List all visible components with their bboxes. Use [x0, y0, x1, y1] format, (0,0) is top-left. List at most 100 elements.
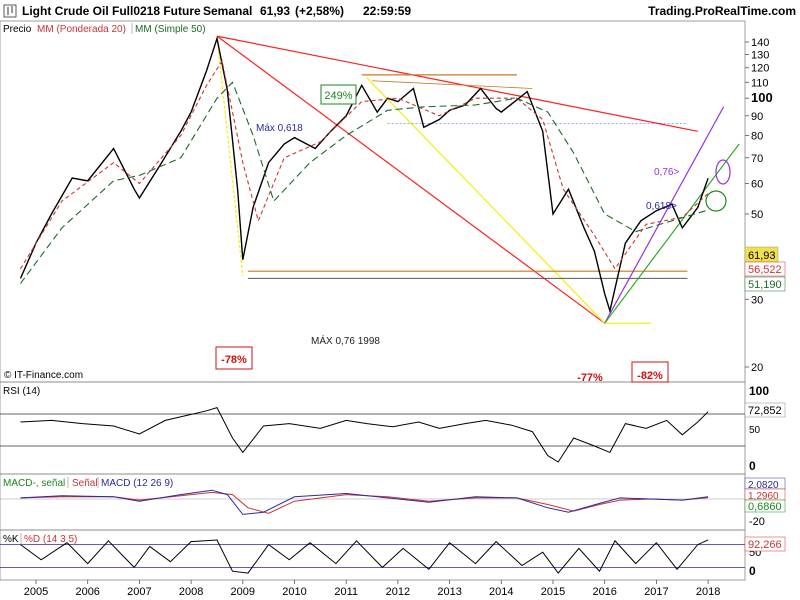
- series-ema20: [20, 59, 709, 270]
- price-tick-label: 120: [751, 63, 769, 75]
- time-axis: 2005 2006 2007 2008 2009 2010 2011 2012 2013 2014…: [24, 580, 720, 598]
- stoch-series: [0, 539, 745, 574]
- rsi-panel-frame: [0, 381, 746, 475]
- last-price: 61,93: [260, 4, 290, 18]
- macd-tick-m20: -20: [749, 516, 765, 528]
- price-tick-label: 110: [751, 77, 769, 89]
- price-tick-label: 20: [751, 362, 763, 374]
- price-series: [19, 35, 709, 314]
- price-tick-label: 30: [751, 294, 763, 306]
- trendline-red-upper: [216, 35, 698, 132]
- macd-series: [0, 489, 745, 515]
- macd-hist-badge: 0,6860: [748, 501, 782, 513]
- rsi-label[interactable]: RSI (14): [3, 386, 40, 397]
- label-max-0618: Máx 0,618: [256, 123, 303, 134]
- legend-sma[interactable]: MM (Simple 50): [135, 24, 206, 35]
- time-tick-label: 2008: [179, 586, 203, 598]
- price-tick-label: 140: [751, 37, 769, 49]
- time-tick-label: 2015: [541, 586, 565, 598]
- trendline-red-lower: [216, 35, 606, 324]
- macd-label-signal[interactable]: Señal: [72, 478, 98, 489]
- trend-green: [604, 143, 740, 324]
- rsi-tick-100: 100: [749, 384, 769, 398]
- price-badges: 61,93 56,522 51,190: [744, 246, 786, 292]
- circle-purple: [715, 159, 731, 185]
- series-sma50: [20, 81, 709, 284]
- price-change: (+2,58%): [295, 4, 344, 18]
- time-tick-label: 2005: [24, 586, 48, 598]
- price-tick-label: 130: [751, 49, 769, 61]
- stoch-label-k[interactable]: %K: [3, 534, 19, 545]
- time-tick-label: 2014: [489, 586, 513, 598]
- rsi-series: [0, 406, 745, 463]
- time-tick-label: 2009: [231, 586, 255, 598]
- label-249: 249%: [324, 90, 352, 102]
- time-tick-label: 2018: [696, 586, 720, 598]
- rsi-badge-bg: [744, 402, 786, 418]
- macd-label-hist[interactable]: MACD-, señal: [3, 478, 65, 489]
- series-price: [19, 35, 709, 314]
- main-legend: Precio MM (Ponderada 20) MM (Simple 50): [3, 23, 206, 35]
- rsi-panel: RSI (14) 100 50 0 72,852: [3, 384, 786, 473]
- rsi-tick-50: 50: [749, 425, 761, 436]
- circle-green: [705, 190, 727, 212]
- rsi-tick-0: 0: [749, 459, 756, 473]
- stoch-label-d[interactable]: %D (14 3 5): [24, 534, 77, 545]
- price-tick-label: 50: [751, 209, 763, 221]
- time-tick-label: 2017: [644, 586, 668, 598]
- time-tick-label: 2010: [282, 586, 306, 598]
- time-tick-label: 2013: [437, 586, 461, 598]
- series-stoch-k: [20, 539, 709, 574]
- candle-icon[interactable]: [3, 4, 17, 18]
- badge-ema-bg: [744, 261, 786, 277]
- label-m77: -77%: [577, 372, 603, 384]
- time-tick-label: 2007: [127, 586, 151, 598]
- stoch-panel-frame: [0, 529, 746, 581]
- macd-label-macd[interactable]: MACD (12 26 9): [101, 478, 173, 489]
- stoch-panel: %K %D (14 3 5) 50 0 92,266: [3, 533, 786, 578]
- stoch-badge: 92,266: [748, 539, 782, 551]
- series-rsi: [20, 406, 709, 463]
- label-m78: -78%: [221, 354, 247, 366]
- macd-panel: MACD-, señal Señal MACD (12 26 9) 2,0820…: [3, 477, 786, 528]
- copyright: © IT-Finance.com: [4, 370, 83, 381]
- legend-ema[interactable]: MM (Ponderada 20): [37, 24, 126, 35]
- stoch-tick-0: 0: [749, 564, 756, 578]
- badge-ema: 56,522: [748, 264, 782, 276]
- price-tick-label: 80: [751, 130, 763, 142]
- quote-time: 22:59:59: [363, 4, 411, 18]
- time-tick-label: 2006: [75, 586, 99, 598]
- box-249: [320, 84, 357, 105]
- badge-last: 61,93: [748, 250, 776, 262]
- badge-sma: 51,190: [748, 279, 782, 291]
- label-fib-0618: 0,618>: [646, 201, 677, 212]
- time-tick-label: 2012: [386, 586, 410, 598]
- fib-line-yellow-2011: [366, 77, 606, 324]
- box-m82: [631, 361, 669, 383]
- badge-sma-bg: [744, 276, 786, 292]
- macd-hist-badge-bg: [744, 499, 786, 513]
- label-max-076-1998: MÁX 0,76 1998: [311, 334, 380, 347]
- box-m78: [215, 346, 253, 370]
- resistance-orange-thin: [372, 80, 533, 89]
- drawing-tools: [216, 35, 740, 324]
- rsi-badge: 72,852: [748, 405, 782, 417]
- period-label: Semanal: [203, 4, 252, 18]
- legend-precio[interactable]: Precio: [3, 24, 32, 35]
- price-tick-label: 60: [751, 179, 763, 191]
- series-macd: [20, 489, 709, 515]
- instrument-title: Light Crude Oil Full0218 Future: [22, 4, 201, 18]
- price-axis: 2030405060708090100110120130140: [745, 37, 773, 374]
- macd-signal-badge: 1,2960: [748, 491, 779, 502]
- site-label: Trading.ProRealTime.com: [648, 4, 796, 18]
- time-tick-label: 2011: [334, 586, 358, 598]
- price-tick-label: 90: [751, 111, 763, 123]
- header: Light Crude Oil Full0218 Future Semanal …: [3, 4, 796, 18]
- time-tick-label: 2016: [592, 586, 616, 598]
- annotations: 249% Máx 0,618 MÁX 0,76 1998 0,76> 0,618…: [215, 84, 731, 384]
- fib-line-yellow-2008: [216, 36, 244, 277]
- label-m82: -82%: [637, 370, 663, 382]
- projection-purple: [604, 106, 725, 324]
